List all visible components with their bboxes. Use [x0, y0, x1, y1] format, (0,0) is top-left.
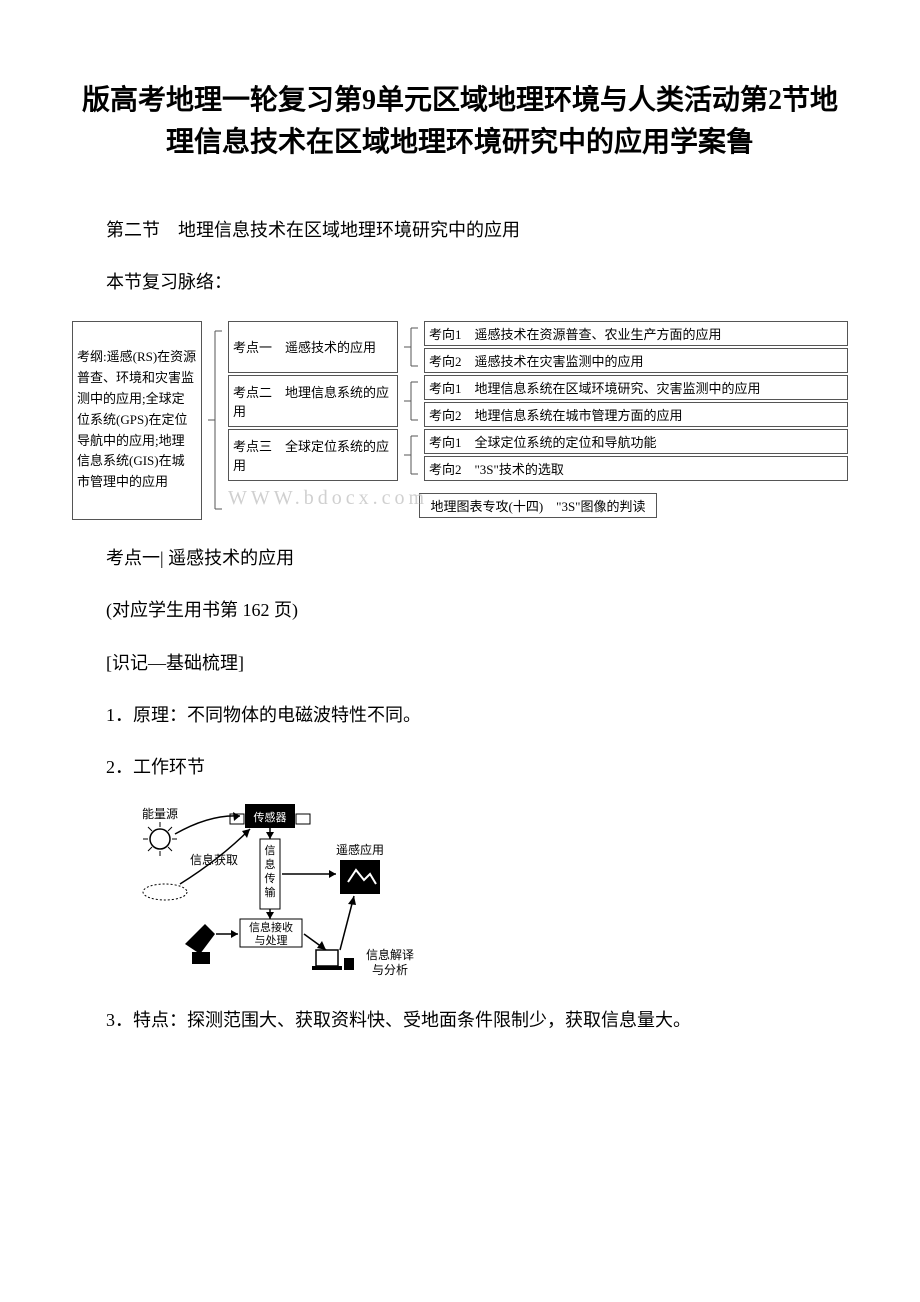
line-principle: 1．原理：不同物体的电磁波特性不同。	[70, 699, 850, 731]
line-workflow: 2．工作环节	[70, 751, 850, 783]
brace-left	[204, 321, 226, 520]
kaoxiang-1-2: 考向2 遥感技术在灾害监测中的应用	[424, 348, 848, 373]
review-context-diagram: 考纲:遥感(RS)在资源普查、环境和灾害监测中的应用;全球定位系统(GPS)在定…	[70, 319, 850, 522]
section-heading-1: 第二节 地理信息技术在区域地理环境研究中的应用	[70, 214, 850, 246]
kaoxiang-2-2: 考向2 地理信息系统在城市管理方面的应用	[424, 402, 848, 427]
page-title: 版高考地理一轮复习第9单元区域地理环境与人类活动第2节地理信息技术在区域地理环境…	[70, 80, 850, 164]
line-page-ref: (对应学生用书第 162 页)	[70, 594, 850, 626]
flow-label-transmit-3: 传	[265, 872, 276, 885]
line-shiji: [识记—基础梳理]	[70, 647, 850, 679]
flow-label-sensor: 传感器	[254, 811, 287, 824]
kaodian-2: 考点二 地理信息系统的应用	[228, 375, 398, 427]
flow-label-transmit-1: 信	[265, 844, 276, 857]
brace-3	[400, 429, 422, 481]
flow-label-energy: 能量源	[142, 807, 178, 821]
kaoxiang-1-1: 考向1 遥感技术在资源普查、农业生产方面的应用	[424, 321, 848, 346]
kaodian-1: 考点一 遥感技术的应用	[228, 321, 398, 373]
diagram-bottom-box: 地理图表专攻(十四) "3S"图像的判读	[419, 493, 656, 518]
kaoxiang-3-1: 考向1 全球定位系统的定位和导航功能	[424, 429, 848, 454]
workflow-diagram: 能量源 传感器 信息获取 信 息 传 输 遥感应用 信息接收	[130, 804, 470, 984]
flow-label-transmit-2: 息	[265, 857, 276, 871]
flow-label-receive-2: 与处理	[255, 934, 288, 947]
brace-2	[400, 375, 422, 427]
flow-label-transmit-4: 输	[265, 885, 276, 899]
flow-label-acquire: 信息获取	[190, 852, 238, 867]
line-kaodian: 考点一| 遥感技术的应用	[70, 542, 850, 574]
kaoxiang-3-2: 考向2 "3S"技术的选取	[424, 456, 848, 481]
flow-label-interpret-2: 与分析	[372, 963, 408, 977]
line-features: 3．特点：探测范围大、获取资料快、受地面条件限制少，获取信息量大。	[70, 1004, 850, 1036]
watermark-text: WWW.bdocx.com	[228, 487, 428, 510]
diagram-left-box: 考纲:遥感(RS)在资源普查、环境和灾害监测中的应用;全球定位系统(GPS)在定…	[72, 321, 202, 520]
section-heading-2: 本节复习脉络：	[70, 266, 850, 298]
flow-label-app: 遥感应用	[336, 842, 384, 857]
brace-1	[400, 321, 422, 373]
flow-label-interpret-1: 信息解译	[366, 947, 414, 962]
kaodian-3: 考点三 全球定位系统的应用	[228, 429, 398, 481]
kaoxiang-2-1: 考向1 地理信息系统在区域环境研究、灾害监测中的应用	[424, 375, 848, 400]
flow-label-receive-1: 信息接收	[249, 920, 293, 934]
